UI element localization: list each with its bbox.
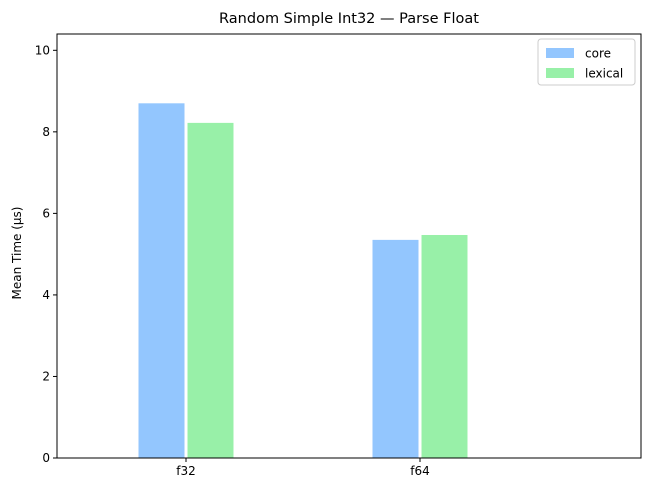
y-tick-label-8: 8 bbox=[42, 125, 50, 139]
y-tick-label-6: 6 bbox=[42, 206, 50, 220]
bar-lexical-f32 bbox=[187, 122, 234, 458]
legend-swatch-core bbox=[546, 48, 574, 58]
chart-title: Random Simple Int32 — Parse Float bbox=[219, 11, 479, 27]
legend-label-lexical: lexical bbox=[585, 67, 623, 81]
x-tick-label-f64: f64 bbox=[410, 464, 430, 478]
bar-core-f32 bbox=[138, 103, 185, 459]
plot-area: 0 2 4 6 8 10 f32 f64 bbox=[35, 33, 642, 478]
x-tick-label-f32: f32 bbox=[176, 464, 196, 478]
y-tick-label-2: 2 bbox=[42, 369, 50, 383]
y-tick-label-10: 10 bbox=[35, 43, 50, 57]
y-tick-label-0: 0 bbox=[42, 451, 50, 465]
axes-frame bbox=[56, 33, 642, 459]
bar-core-f64 bbox=[372, 239, 419, 458]
bar-lexical-f64 bbox=[421, 234, 468, 458]
legend-label-core: core bbox=[585, 47, 611, 61]
y-tick-label-4: 4 bbox=[42, 288, 50, 302]
legend-swatch-lexical bbox=[546, 68, 574, 78]
legend: core lexical bbox=[537, 38, 636, 86]
y-axis-label: Mean Time (µs) bbox=[10, 207, 24, 300]
